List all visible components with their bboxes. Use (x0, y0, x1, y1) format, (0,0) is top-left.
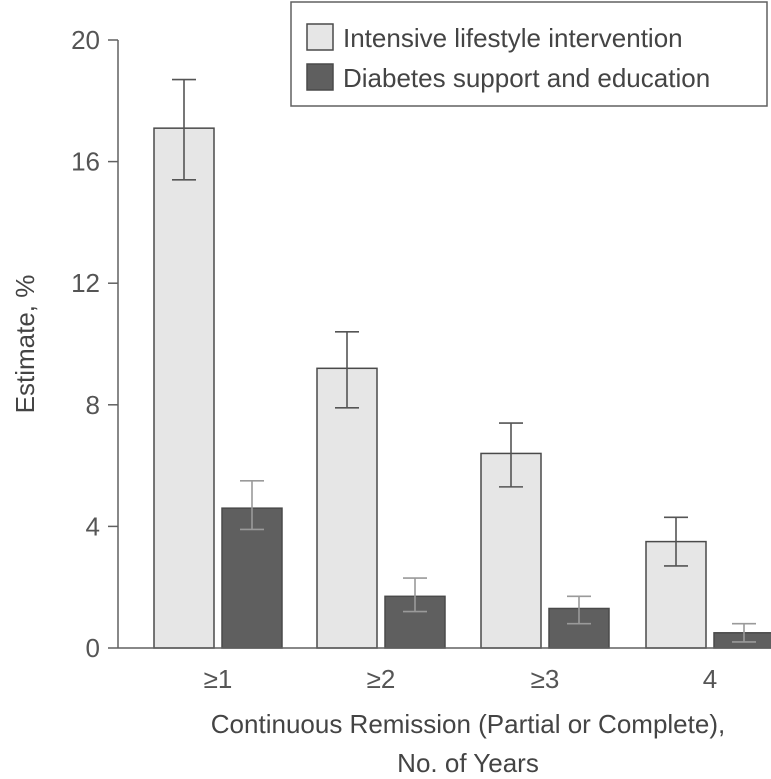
y-tick-label: 12 (71, 268, 100, 298)
y-tick-label: 20 (71, 25, 100, 55)
legend: Intensive lifestyle intervention Diabete… (290, 1, 768, 107)
y-tick-label: 4 (86, 511, 100, 541)
y-ticks: 0 4 8 12 16 20 (71, 25, 118, 663)
y-tick-label: 16 (71, 147, 100, 177)
x-tick-label: ≥1 (204, 664, 233, 694)
bar-dse-3 (713, 632, 771, 649)
bars-layer (153, 127, 771, 649)
x-ticks: ≥1 ≥2 ≥3 4 (204, 664, 718, 694)
legend-swatch-intensive (306, 23, 334, 51)
bar-dse-2 (548, 607, 610, 649)
y-tick-label: 8 (86, 390, 100, 420)
legend-swatch-dse (306, 63, 334, 91)
x-tick-label: ≥3 (531, 664, 560, 694)
y-tick-label: 0 (86, 633, 100, 663)
bar-intensive-0 (153, 127, 215, 649)
y-axis-title: Estimate, % (10, 275, 40, 414)
x-axis-title-line2: No. of Years (397, 748, 539, 778)
axis-layer (117, 40, 771, 649)
bar-dse-0 (221, 507, 283, 649)
legend-label-intensive: Intensive lifestyle intervention (343, 23, 683, 53)
x-tick-label: ≥2 (367, 664, 396, 694)
bar-intensive-1 (316, 367, 378, 649)
error-bars-layer (172, 78, 756, 643)
legend-label-dse: Diabetes support and education (343, 63, 710, 93)
legend-box (290, 1, 768, 107)
x-axis-title: Continuous Remission (Partial or Complet… (211, 709, 725, 739)
x-tick-label: 4 (703, 664, 717, 694)
